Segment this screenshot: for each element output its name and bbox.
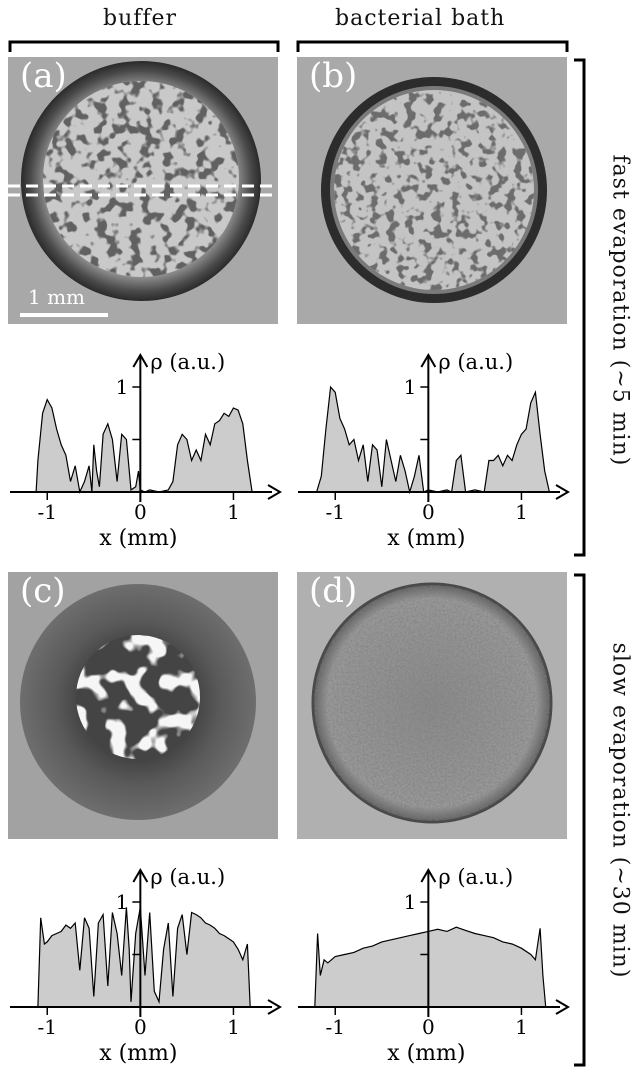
profile-plot-a: 1 -1 0 1 ρ (a.u.) x (mm) bbox=[0, 335, 290, 559]
plot-svg-a: 1 -1 0 1 ρ (a.u.) x (mm) bbox=[10, 350, 282, 551]
y-tick-label: 1 bbox=[116, 375, 129, 399]
header-buffer: buffer bbox=[103, 6, 178, 31]
photo-b: (b) bbox=[297, 57, 567, 324]
x-axis-label: x (mm) bbox=[387, 526, 465, 551]
y-axis-arrow bbox=[420, 353, 437, 368]
panel-label-c: (c) bbox=[20, 572, 66, 611]
y-tick-label: 1 bbox=[116, 890, 129, 914]
plot-svg-b: 1 -1 0 1 ρ (a.u.) x (mm) bbox=[298, 350, 570, 551]
panel-label-d: (d) bbox=[309, 572, 358, 611]
y-axis-label: ρ (a.u.) bbox=[438, 865, 513, 889]
x-tick-label: -1 bbox=[37, 1015, 56, 1039]
y-tick-label: 1 bbox=[404, 375, 417, 399]
profile-fill bbox=[314, 927, 546, 1007]
panel-label-a: (a) bbox=[20, 57, 67, 96]
profile-plot-b: 1 -1 0 1 ρ (a.u.) x (mm) bbox=[288, 335, 578, 559]
plot-svg-d: 1 -1 0 1 ρ (a.u.) x (mm) bbox=[298, 865, 570, 1066]
y-axis-label: ρ (a.u.) bbox=[438, 350, 513, 374]
y-axis-label: ρ (a.u.) bbox=[150, 350, 225, 374]
side-label-slow: slow evaporation (~30 min) bbox=[607, 642, 631, 979]
photo-c: (c) bbox=[8, 572, 278, 839]
y-tick-label: 1 bbox=[404, 890, 417, 914]
x-axis-label: x (mm) bbox=[99, 526, 177, 551]
x-tick-label: -1 bbox=[37, 500, 56, 524]
side-brackets bbox=[574, 58, 586, 1067]
x-axis-arrow bbox=[555, 999, 570, 1015]
scale-bar-label: 1 mm bbox=[28, 285, 86, 309]
bracket-fast bbox=[574, 58, 586, 557]
x-tick-label: 0 bbox=[422, 500, 435, 524]
y-axis-label: ρ (a.u.) bbox=[150, 865, 225, 889]
x-axis-arrow bbox=[267, 999, 282, 1015]
panel-label-b: (b) bbox=[309, 57, 358, 96]
header-bacterial-bath: bacterial bath bbox=[335, 6, 506, 31]
profile-fill bbox=[316, 387, 550, 492]
x-tick-label: 1 bbox=[515, 1015, 528, 1039]
profile-fill bbox=[37, 907, 251, 1007]
profile-plot-d: 1 -1 0 1 ρ (a.u.) x (mm) bbox=[288, 850, 578, 1074]
x-tick-label: 1 bbox=[515, 500, 528, 524]
y-axis-arrow bbox=[132, 868, 149, 883]
photo-a: (a) 1 mm bbox=[8, 57, 278, 324]
x-tick-label: 0 bbox=[134, 500, 147, 524]
x-tick-label: -1 bbox=[325, 1015, 344, 1039]
profile-fill bbox=[36, 399, 253, 492]
side-label-fast: fast evaporation (~5 min) bbox=[607, 154, 631, 467]
x-axis-arrow bbox=[555, 484, 570, 500]
header-brackets bbox=[8, 40, 569, 52]
plot-svg-c: 1 -1 0 1 ρ (a.u.) x (mm) bbox=[10, 865, 282, 1066]
profile-line bbox=[35, 398, 253, 495]
x-axis-label: x (mm) bbox=[387, 1041, 465, 1066]
x-axis-arrow bbox=[267, 484, 282, 500]
y-axis-arrow bbox=[132, 353, 149, 368]
x-tick-label: 0 bbox=[134, 1015, 147, 1039]
bracket-bacterial-bath bbox=[296, 40, 569, 52]
x-axis-label: x (mm) bbox=[99, 1041, 177, 1066]
y-axis-arrow bbox=[420, 868, 437, 883]
photo-d: (d) bbox=[297, 572, 567, 839]
x-tick-label: 1 bbox=[227, 500, 240, 524]
x-tick-label: 0 bbox=[422, 1015, 435, 1039]
x-tick-label: 1 bbox=[227, 1015, 240, 1039]
profile-plot-c: 1 -1 0 1 ρ (a.u.) x (mm) bbox=[0, 850, 290, 1074]
bracket-slow bbox=[574, 573, 586, 1067]
bracket-buffer bbox=[8, 40, 280, 52]
x-tick-label: -1 bbox=[325, 500, 344, 524]
